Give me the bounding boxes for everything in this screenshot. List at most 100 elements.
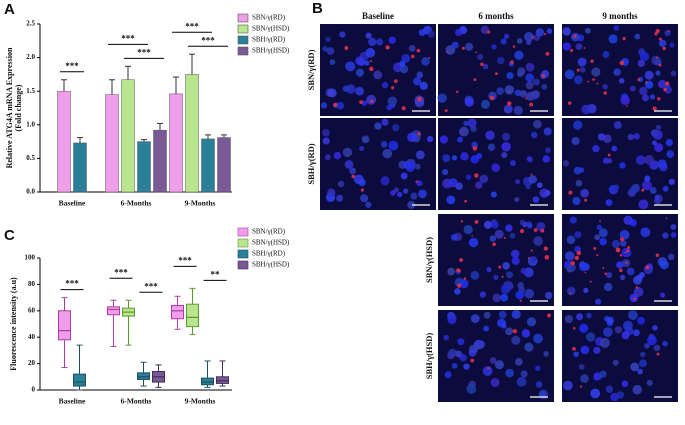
nucleus <box>447 267 455 276</box>
nucleus <box>642 94 650 102</box>
nucleus <box>623 215 633 225</box>
bar <box>105 94 119 193</box>
signal <box>592 78 595 81</box>
nucleus <box>518 286 526 293</box>
signal <box>472 146 478 151</box>
legend-swatch <box>237 24 249 34</box>
signal <box>589 280 592 283</box>
nucleus <box>494 360 504 370</box>
nucleus <box>536 182 543 189</box>
signal <box>359 100 363 105</box>
nucleus <box>327 188 336 197</box>
nucleus <box>621 247 632 258</box>
nucleus <box>399 64 409 74</box>
nucleus <box>532 93 539 100</box>
nucleus <box>457 136 464 143</box>
signal <box>569 292 572 295</box>
nucleus <box>574 231 582 239</box>
nucleus <box>360 194 369 203</box>
nucleus <box>479 174 489 184</box>
signal <box>529 102 534 107</box>
legend-label: SBH/γ(RD) <box>252 250 286 258</box>
nucleus <box>602 83 608 90</box>
nucleus <box>531 256 537 262</box>
nucleus <box>567 286 576 296</box>
legend-label: SBH/γ(RD) <box>252 36 286 44</box>
nucleus <box>585 332 596 342</box>
nucleus <box>599 237 607 246</box>
nucleus <box>446 195 456 205</box>
nucleus <box>373 70 383 80</box>
signal <box>641 188 645 192</box>
signal <box>569 48 574 53</box>
nucleus <box>580 345 590 355</box>
nucleus <box>573 166 582 175</box>
nucleus <box>664 85 672 94</box>
nucleus <box>506 271 514 279</box>
nucleus <box>543 351 549 357</box>
nucleus <box>442 169 449 176</box>
signal <box>665 217 668 220</box>
signal <box>574 255 579 261</box>
nucleus <box>618 78 625 84</box>
nucleus <box>455 28 463 37</box>
y-tick-label: 0.0 <box>26 188 35 196</box>
nucleus <box>517 67 526 76</box>
nucleus <box>633 275 643 285</box>
nucleus <box>392 123 400 132</box>
nucleus <box>535 365 541 371</box>
nucleus <box>455 182 463 190</box>
nucleus <box>647 335 657 346</box>
signal <box>474 173 479 178</box>
nucleus <box>475 181 483 189</box>
micrograph-background <box>562 310 678 402</box>
nucleus <box>477 53 484 60</box>
signal <box>579 385 583 388</box>
nucleus <box>470 270 480 280</box>
signal <box>624 251 627 254</box>
nucleus <box>355 86 364 96</box>
bar <box>185 74 199 193</box>
signal <box>602 266 605 269</box>
nucleus <box>387 96 398 107</box>
nucleus <box>520 267 527 274</box>
nucleus <box>571 136 580 146</box>
signal <box>645 265 650 270</box>
legend-swatch <box>237 238 249 248</box>
nucleus <box>630 362 640 372</box>
nucleus <box>629 85 636 92</box>
nucleus <box>533 333 543 344</box>
signal <box>410 54 415 59</box>
nucleus <box>654 194 661 200</box>
signal <box>633 297 637 301</box>
signal <box>540 228 545 233</box>
legend-label: SBH/γ(HSD) <box>252 47 290 55</box>
signal <box>567 101 572 105</box>
signal <box>619 237 624 242</box>
nucleus <box>530 131 538 139</box>
signal <box>596 82 599 85</box>
nucleus <box>382 148 393 159</box>
nucleus <box>590 388 601 399</box>
nucleus <box>586 312 592 319</box>
nucleus <box>336 101 345 110</box>
nucleus <box>325 36 331 43</box>
nucleus <box>662 185 669 192</box>
y-tick-label: 40 <box>28 333 36 341</box>
micrograph <box>562 214 678 306</box>
nucleus <box>633 133 640 140</box>
signal <box>508 90 511 93</box>
panel-label: B <box>312 0 323 17</box>
legend-swatch <box>237 260 249 270</box>
nucleus <box>644 343 650 349</box>
nucleus <box>501 151 508 159</box>
nucleus <box>502 132 511 141</box>
nucleus <box>515 358 523 366</box>
x-tick-label: 9-Months <box>185 199 216 208</box>
nucleus <box>584 27 591 34</box>
signal <box>463 277 467 280</box>
signal <box>460 220 464 223</box>
nucleus <box>500 38 507 45</box>
micrograph <box>437 24 554 116</box>
